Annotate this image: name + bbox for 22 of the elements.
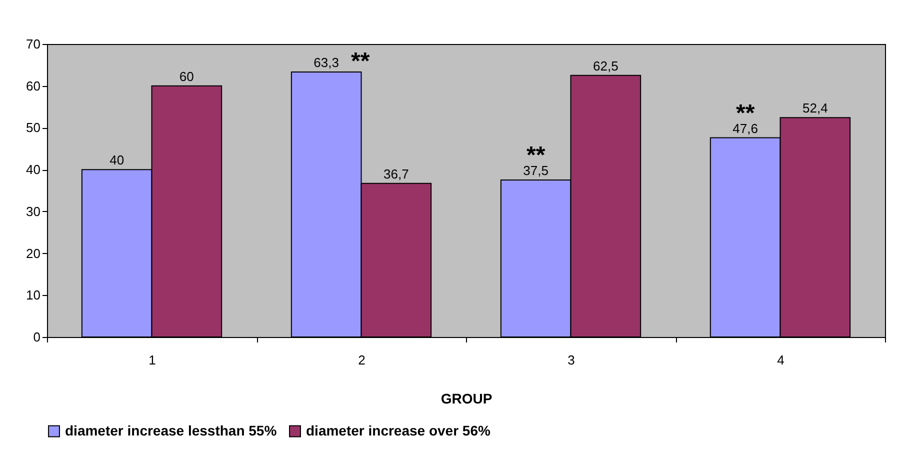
y-tick-label: 70 (26, 36, 40, 52)
x-axis-title: GROUP (440, 390, 492, 406)
data-label: 60 (179, 68, 194, 84)
y-tick-label: 10 (26, 288, 40, 303)
y-tick-label: 50 (26, 120, 40, 136)
y-tick-label: 0 (33, 330, 40, 344)
x-tick-label: 2 (358, 352, 366, 368)
data-label: 62,5 (593, 58, 618, 74)
y-tick-label: 40 (26, 162, 40, 178)
data-label: 36,7 (384, 166, 409, 182)
x-tick-label: 1 (148, 352, 156, 368)
data-label: 52,4 (802, 100, 828, 116)
x-tick-label: 3 (568, 352, 575, 368)
y-tick-label: 30 (26, 204, 40, 219)
legend-label: diameter increase over 56% (306, 422, 491, 438)
y-tick-label: 60 (26, 78, 40, 94)
data-label: 63,3 (314, 55, 339, 70)
legend-label: diameter increase lessthan 55% (65, 422, 278, 438)
x-tick-label: 4 (777, 352, 784, 368)
y-tick-label: 20 (26, 246, 40, 261)
data-label: 40 (110, 152, 124, 168)
annotation: ** (350, 48, 370, 76)
